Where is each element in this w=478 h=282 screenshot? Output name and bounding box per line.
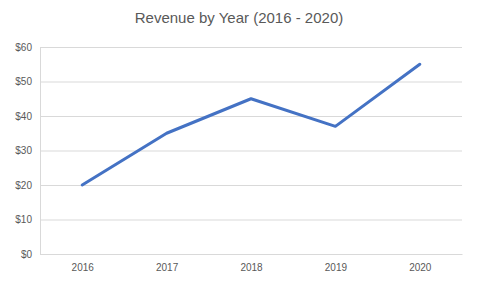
y-tick: $50 bbox=[15, 76, 40, 87]
x-tick-label: 2020 bbox=[409, 262, 432, 273]
revenue-line bbox=[82, 64, 420, 185]
y-tick: $20 bbox=[15, 180, 40, 191]
x-tick: 2016 bbox=[72, 254, 95, 273]
y-axis-line bbox=[40, 48, 41, 255]
y-tick-label: $30 bbox=[15, 145, 32, 156]
plot-area bbox=[82, 64, 420, 185]
y-tick: $30 bbox=[15, 145, 40, 156]
grid-line bbox=[40, 82, 462, 83]
chart-title: Revenue by Year (2016 - 2020) bbox=[135, 9, 343, 26]
y-tick: $40 bbox=[15, 111, 40, 122]
background bbox=[0, 0, 478, 282]
x-axis: 2016 2017 2018 2019 2020 bbox=[41, 254, 463, 273]
y-tick-label: $10 bbox=[15, 214, 32, 225]
grid-line bbox=[40, 220, 462, 221]
y-tick-label: $0 bbox=[21, 249, 33, 260]
grid-line bbox=[40, 185, 462, 186]
grid-line bbox=[40, 47, 462, 48]
grid-line bbox=[40, 151, 462, 152]
chart: Revenue by Year (2016 - 2020) $0 $10 $20 $30… bbox=[0, 0, 478, 282]
y-tick: $60 bbox=[15, 42, 40, 53]
x-tick-label: 2016 bbox=[72, 262, 95, 273]
y-tick-label: $20 bbox=[15, 180, 32, 191]
y-tick-label: $60 bbox=[15, 42, 32, 53]
grid-line bbox=[40, 116, 462, 117]
x-axis-line bbox=[41, 254, 463, 255]
y-tick-label: $40 bbox=[15, 111, 32, 122]
x-tick-label: 2017 bbox=[156, 262, 179, 273]
y-axis: $0 $10 $20 $30 $40 $50 $60 bbox=[15, 42, 40, 260]
x-tick: 2019 bbox=[325, 254, 348, 273]
y-tick: $0 bbox=[21, 249, 40, 260]
x-tick-label: 2019 bbox=[325, 262, 348, 273]
grid bbox=[40, 48, 462, 255]
x-tick: 2020 bbox=[409, 254, 432, 273]
x-tick-label: 2018 bbox=[240, 262, 263, 273]
y-tick: $10 bbox=[15, 214, 40, 225]
x-tick: 2017 bbox=[156, 254, 179, 273]
grid-line bbox=[40, 254, 462, 255]
x-tick: 2018 bbox=[240, 254, 263, 273]
y-tick-label: $50 bbox=[15, 76, 32, 87]
